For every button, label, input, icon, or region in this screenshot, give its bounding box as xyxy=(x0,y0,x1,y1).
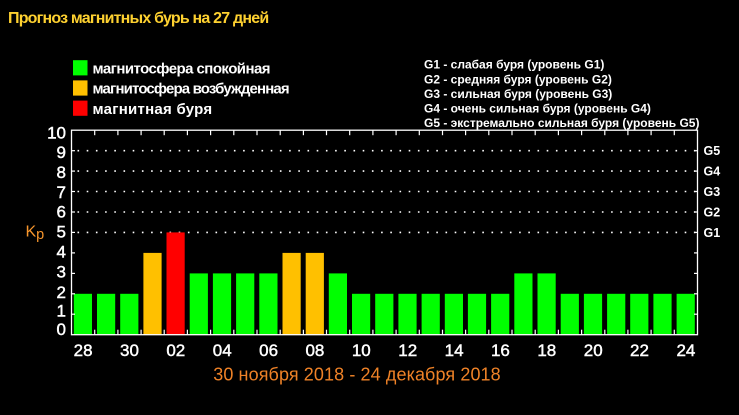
svg-text:30 ноября 2018 - 24 декабря 20: 30 ноября 2018 - 24 декабря 2018 xyxy=(213,365,501,385)
svg-text:3: 3 xyxy=(57,263,66,282)
svg-text:0: 0 xyxy=(57,320,66,339)
svg-text:Kp: Kp xyxy=(26,223,45,243)
svg-text:02: 02 xyxy=(166,341,185,360)
svg-text:8: 8 xyxy=(57,163,66,182)
svg-text:22: 22 xyxy=(630,341,649,360)
svg-text:G4: G4 xyxy=(704,165,721,179)
svg-text:18: 18 xyxy=(537,341,556,360)
svg-text:5: 5 xyxy=(57,222,66,241)
svg-text:20: 20 xyxy=(584,341,603,360)
svg-text:G2: G2 xyxy=(704,206,721,220)
svg-text:Прогноз магнитных бурь на 27 д: Прогноз магнитных бурь на 27 дней xyxy=(8,10,268,27)
svg-text:4: 4 xyxy=(57,243,66,262)
svg-text:магнитная буря: магнитная буря xyxy=(93,101,213,118)
svg-text:10: 10 xyxy=(47,123,66,142)
svg-text:9: 9 xyxy=(57,143,66,162)
svg-text:04: 04 xyxy=(213,341,232,360)
svg-text:G4 - очень сильная буря (урове: G4 - очень сильная буря (уровень G4) xyxy=(424,102,651,116)
svg-text:G5 - экстремально сильная буря: G5 - экстремально сильная буря (уровень … xyxy=(424,116,699,130)
svg-text:6: 6 xyxy=(57,203,66,222)
svg-text:G1: G1 xyxy=(704,226,721,240)
svg-text:24: 24 xyxy=(676,341,695,360)
svg-text:магнитосфера возбужденная: магнитосфера возбужденная xyxy=(93,81,289,98)
svg-text:G2 - средняя буря (уровень G2): G2 - средняя буря (уровень G2) xyxy=(424,72,612,86)
svg-text:10: 10 xyxy=(352,341,371,360)
svg-text:08: 08 xyxy=(305,341,324,360)
svg-text:G1 - слабая буря (уровень G1): G1 - слабая буря (уровень G1) xyxy=(424,58,604,72)
svg-text:G3 - сильная буря (уровень G3): G3 - сильная буря (уровень G3) xyxy=(424,87,612,101)
svg-text:G3: G3 xyxy=(704,185,721,199)
svg-text:7: 7 xyxy=(57,183,66,202)
svg-text:12: 12 xyxy=(398,341,417,360)
svg-text:1: 1 xyxy=(57,301,66,320)
svg-text:16: 16 xyxy=(491,341,510,360)
svg-text:30: 30 xyxy=(120,341,139,360)
svg-text:G5: G5 xyxy=(704,144,721,158)
svg-text:магнитосфера спокойная: магнитосфера спокойная xyxy=(93,60,270,77)
svg-text:14: 14 xyxy=(445,341,464,360)
svg-text:2: 2 xyxy=(57,283,66,302)
svg-text:06: 06 xyxy=(259,341,278,360)
svg-text:28: 28 xyxy=(74,341,93,360)
